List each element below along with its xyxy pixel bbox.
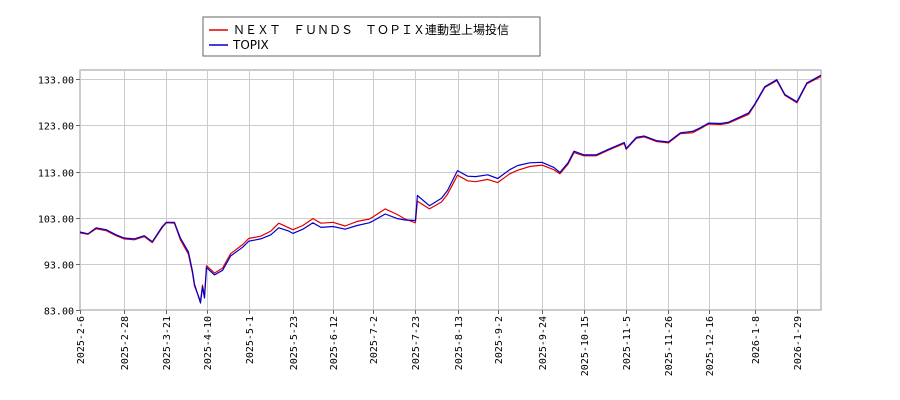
x-tick-label: 2026-1-8 xyxy=(751,316,762,364)
x-tick-label: 2025-12-16 xyxy=(705,316,716,376)
legend-label-topix: TOPIX xyxy=(232,38,269,52)
y-tick-label: 103.00 xyxy=(38,215,74,226)
x-tick-label: 2025-9-24 xyxy=(538,316,549,370)
series-line-topix xyxy=(79,74,822,304)
x-tick-label: 2025-5-23 xyxy=(289,316,300,370)
x-tick-label: 2025-2-28 xyxy=(120,316,131,370)
plot-area xyxy=(79,69,822,311)
y-tick-label: 93.00 xyxy=(44,261,74,272)
x-tick-label: 2025-10-15 xyxy=(580,316,591,376)
x-tick-label: 2025-5-1 xyxy=(245,316,256,364)
x-tick-label: 2025-8-13 xyxy=(454,316,465,370)
series-lines xyxy=(79,74,822,304)
y-axis-tick-labels: 83.00 93.00 103.00 113.00 123.00 133.00 xyxy=(38,76,74,318)
x-tick-label: 2025-4-10 xyxy=(203,316,214,370)
x-tick-label: 2025-9-2 xyxy=(494,316,505,364)
y-tick-label: 113.00 xyxy=(38,169,74,180)
y-tick-label: 133.00 xyxy=(38,76,74,87)
x-tick-label: 2025-3-21 xyxy=(162,316,173,370)
x-axis-tick-labels: 2025-2-6 2025-2-28 2025-3-21 2025-4-10 2025-… xyxy=(76,316,804,376)
x-tick-label: 2026-1-29 xyxy=(793,316,804,370)
legend: ＮＥＸＴ ＦＵＮＤＳ ＴＯＰＩＸ連動型上場投信 TOPIX xyxy=(202,16,541,57)
x-tick-label: 2025-7-2 xyxy=(369,316,380,364)
x-tick-label: 2025-11-26 xyxy=(664,316,675,376)
legend-box xyxy=(202,16,541,57)
gridlines xyxy=(76,70,821,314)
x-tick-label: 2025-11-5 xyxy=(622,316,633,370)
y-tick-label: 123.00 xyxy=(38,122,74,133)
legend-label-next-funds: ＮＥＸＴ ＦＵＮＤＳ ＴＯＰＩＸ連動型上場投信 xyxy=(233,22,509,37)
x-tick-label: 2025-6-12 xyxy=(329,316,340,370)
y-tick-label: 83.00 xyxy=(44,307,74,318)
x-tick-label: 2025-2-6 xyxy=(76,316,87,364)
x-tick-label: 2025-7-23 xyxy=(411,316,422,370)
